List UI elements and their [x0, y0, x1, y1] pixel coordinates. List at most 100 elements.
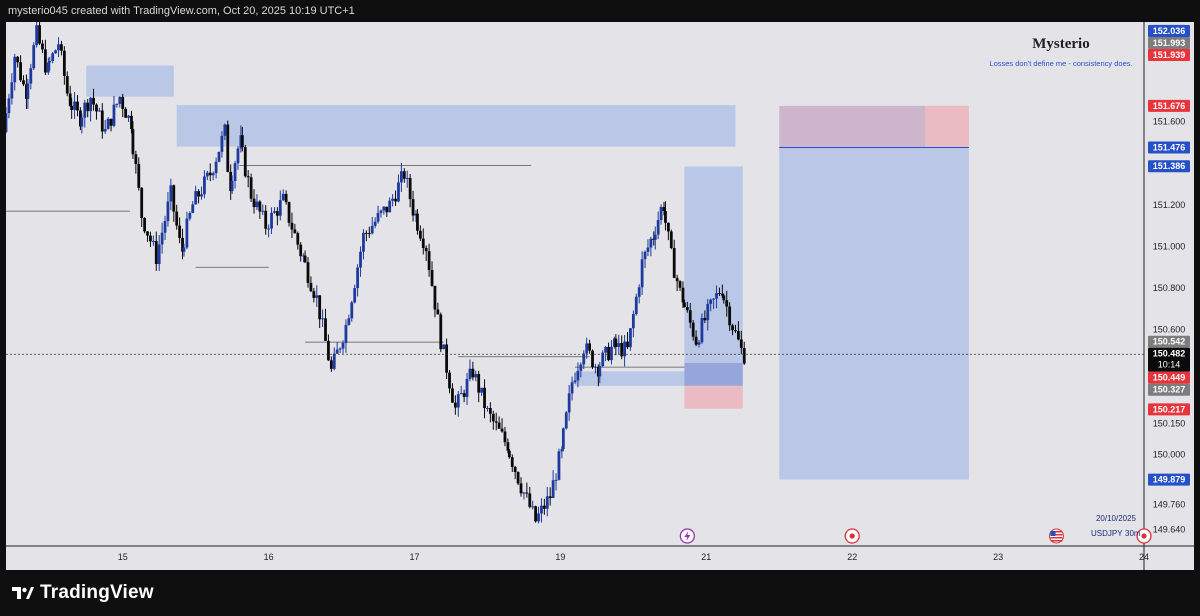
candle-body-200 — [570, 382, 574, 394]
candle-body-249 — [706, 303, 710, 321]
candle-body-207 — [591, 350, 594, 368]
candle-body-32 — [92, 97, 95, 105]
zone-7 — [779, 105, 926, 148]
candle-body-131 — [373, 221, 377, 226]
candle-body-140 — [399, 171, 403, 183]
candle-body-28 — [80, 117, 84, 127]
candle-body-100 — [284, 193, 288, 203]
candle-body-223 — [634, 296, 638, 315]
candle-body-21 — [62, 50, 66, 76]
candle-body-153 — [436, 309, 440, 315]
candle-body-138 — [394, 198, 397, 202]
candle-body-174 — [497, 422, 501, 429]
candle-body-254 — [720, 293, 724, 296]
candle-body-79 — [226, 124, 230, 172]
candle-body-253 — [718, 293, 721, 295]
candle-body-229 — [652, 238, 656, 240]
candle-body-36 — [103, 129, 107, 132]
x-tick-2: 17 — [410, 552, 420, 562]
candle-body-15 — [46, 62, 50, 73]
price-tag-bg-3 — [1148, 99, 1190, 112]
candle-body-144 — [411, 199, 415, 216]
candle-body-83 — [236, 148, 240, 164]
candle-body-259 — [734, 330, 737, 332]
candle-body-10 — [32, 45, 36, 69]
candle-body-75 — [214, 161, 218, 174]
candle-body-67 — [191, 204, 195, 214]
candle-body-106 — [302, 255, 306, 257]
x-tick-1: 16 — [264, 552, 274, 562]
y-tick-8: 151.600 — [1153, 117, 1186, 127]
candle-body-227 — [646, 247, 650, 252]
price-tag-10: 149.879 — [1153, 475, 1186, 485]
candle-body-16 — [48, 60, 52, 63]
candle-body-115 — [327, 340, 330, 361]
candle-body-30 — [86, 102, 90, 112]
candle-body-1 — [7, 98, 11, 114]
y-tick-0: 149.640 — [1153, 524, 1186, 534]
price-tag-bg-4 — [1148, 141, 1190, 154]
candle-body-123 — [350, 302, 354, 319]
candle-body-211 — [601, 352, 605, 367]
event-target-dot-3 — [1141, 533, 1147, 539]
price-tag-bg-1 — [1148, 36, 1190, 49]
candle-body-55 — [157, 244, 161, 264]
candle-body-175 — [500, 428, 504, 432]
candle-body-194 — [554, 479, 558, 481]
zone-4 — [684, 362, 743, 386]
candle-body-221 — [629, 328, 632, 348]
candle-body-82 — [233, 163, 237, 182]
candle-body-43 — [124, 108, 128, 118]
footer-bar: TradingView — [0, 570, 1200, 616]
candle-body-20 — [60, 44, 63, 51]
candle-body-23 — [68, 93, 72, 106]
price-tag-bg-2 — [1148, 48, 1190, 61]
candle-body-31 — [89, 97, 93, 112]
candle-body-134 — [382, 206, 386, 211]
candle-body-101 — [287, 202, 291, 223]
candle-body-87 — [246, 176, 250, 178]
candle-body-8 — [26, 83, 30, 99]
candle-body-25 — [73, 101, 76, 110]
lightning-bolt — [684, 531, 691, 541]
candle-body-233 — [662, 207, 666, 212]
candle-body-190 — [542, 505, 546, 509]
candle-body-111 — [315, 295, 319, 298]
header-caption: mysterio045 created with TradingView.com… — [8, 5, 355, 17]
watermark-subtitle: Losses don't define me - consistency doe… — [989, 59, 1132, 68]
candle-body-243 — [688, 310, 692, 323]
chart-frame[interactable]: JPY149.640149.760150.000150.150150.60015… — [6, 22, 1194, 570]
candle-body-228 — [649, 238, 653, 248]
candle-body-143 — [408, 177, 412, 200]
candle-body-248 — [703, 317, 707, 321]
price-tag-6: 150.542 — [1153, 337, 1186, 347]
candle-body-39 — [112, 104, 116, 126]
zone-8 — [925, 105, 969, 148]
info-date: 20/10/2025 — [1096, 514, 1137, 523]
candle-body-64 — [182, 247, 186, 252]
candle-body-92 — [261, 210, 265, 212]
price-tag-5: 151.386 — [1153, 161, 1186, 171]
price-tag-bg-8 — [1148, 383, 1190, 396]
price-tag-0: 152.036 — [1153, 26, 1186, 36]
price-tag-7: 150.449 — [1153, 373, 1186, 383]
candle-body-137 — [391, 198, 395, 201]
candle-body-171 — [488, 408, 492, 414]
chart-svg[interactable]: JPY149.640149.760150.000150.150150.60015… — [6, 22, 1194, 570]
candle-body-94 — [267, 228, 271, 230]
candle-body-24 — [70, 105, 74, 110]
candle-body-90 — [255, 201, 259, 208]
candle-body-151 — [430, 270, 434, 286]
candle-body-215 — [612, 338, 616, 347]
candle-body-262 — [742, 348, 746, 364]
header-caption-bar: mysterio045 created with TradingView.com… — [0, 0, 1200, 22]
tradingview-logo[interactable]: TradingView — [12, 582, 154, 604]
candle-body-35 — [100, 110, 104, 132]
candle-body-61 — [175, 211, 179, 226]
candle-body-57 — [163, 221, 167, 233]
last-price-bg — [1148, 347, 1190, 372]
candle-body-251 — [712, 298, 716, 300]
candle-body-118 — [335, 349, 339, 354]
y-tick-3: 150.150 — [1153, 418, 1186, 428]
candle-body-104 — [296, 233, 300, 245]
